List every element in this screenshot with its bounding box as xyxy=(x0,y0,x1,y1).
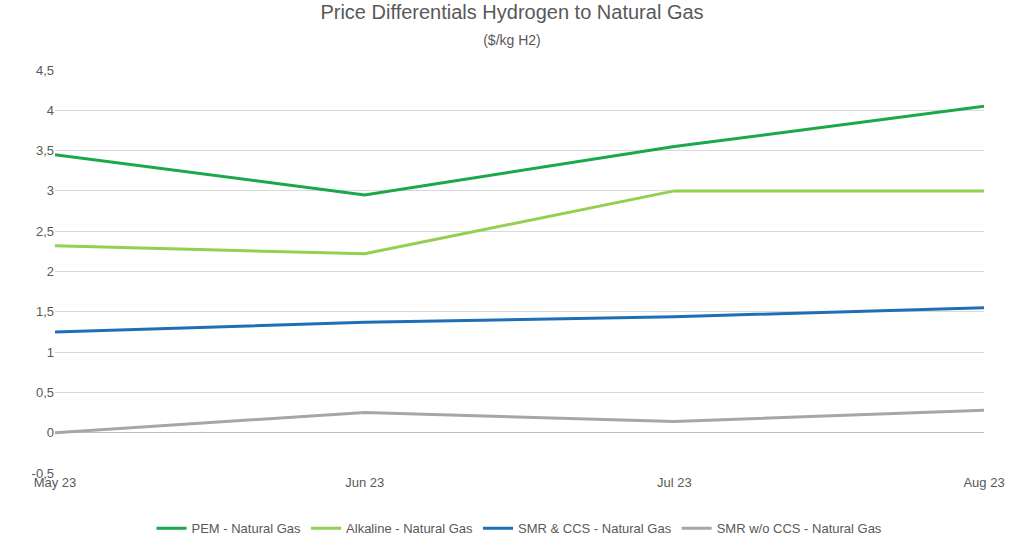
svg-text:1,5: 1,5 xyxy=(36,304,54,319)
svg-text:SMR w/o CCS - Natural Gas: SMR w/o CCS - Natural Gas xyxy=(717,521,882,536)
svg-text:3: 3 xyxy=(47,183,54,198)
svg-text:4,5: 4,5 xyxy=(36,63,54,78)
svg-text:3,5: 3,5 xyxy=(36,143,54,158)
svg-text:Alkaline - Natural Gas: Alkaline - Natural Gas xyxy=(346,521,473,536)
svg-text:SMR & CCS - Natural Gas: SMR & CCS - Natural Gas xyxy=(518,521,672,536)
svg-text:PEM - Natural Gas: PEM - Natural Gas xyxy=(192,521,302,536)
svg-text:0: 0 xyxy=(47,425,54,440)
svg-text:-0,5: -0,5 xyxy=(32,466,54,481)
svg-text:2: 2 xyxy=(47,264,54,279)
svg-text:2,5: 2,5 xyxy=(36,224,54,239)
svg-text:Jul 23: Jul 23 xyxy=(657,475,692,490)
svg-text:Price Differentials Hydrogen t: Price Differentials Hydrogen to Natural … xyxy=(320,1,703,48)
svg-text:Jun 23: Jun 23 xyxy=(345,475,384,490)
svg-text:1: 1 xyxy=(47,345,54,360)
svg-text:0,5: 0,5 xyxy=(36,385,54,400)
svg-text:4: 4 xyxy=(47,103,54,118)
svg-text:May 23: May 23 xyxy=(34,475,77,490)
svg-text:Aug 23: Aug 23 xyxy=(963,475,1004,490)
